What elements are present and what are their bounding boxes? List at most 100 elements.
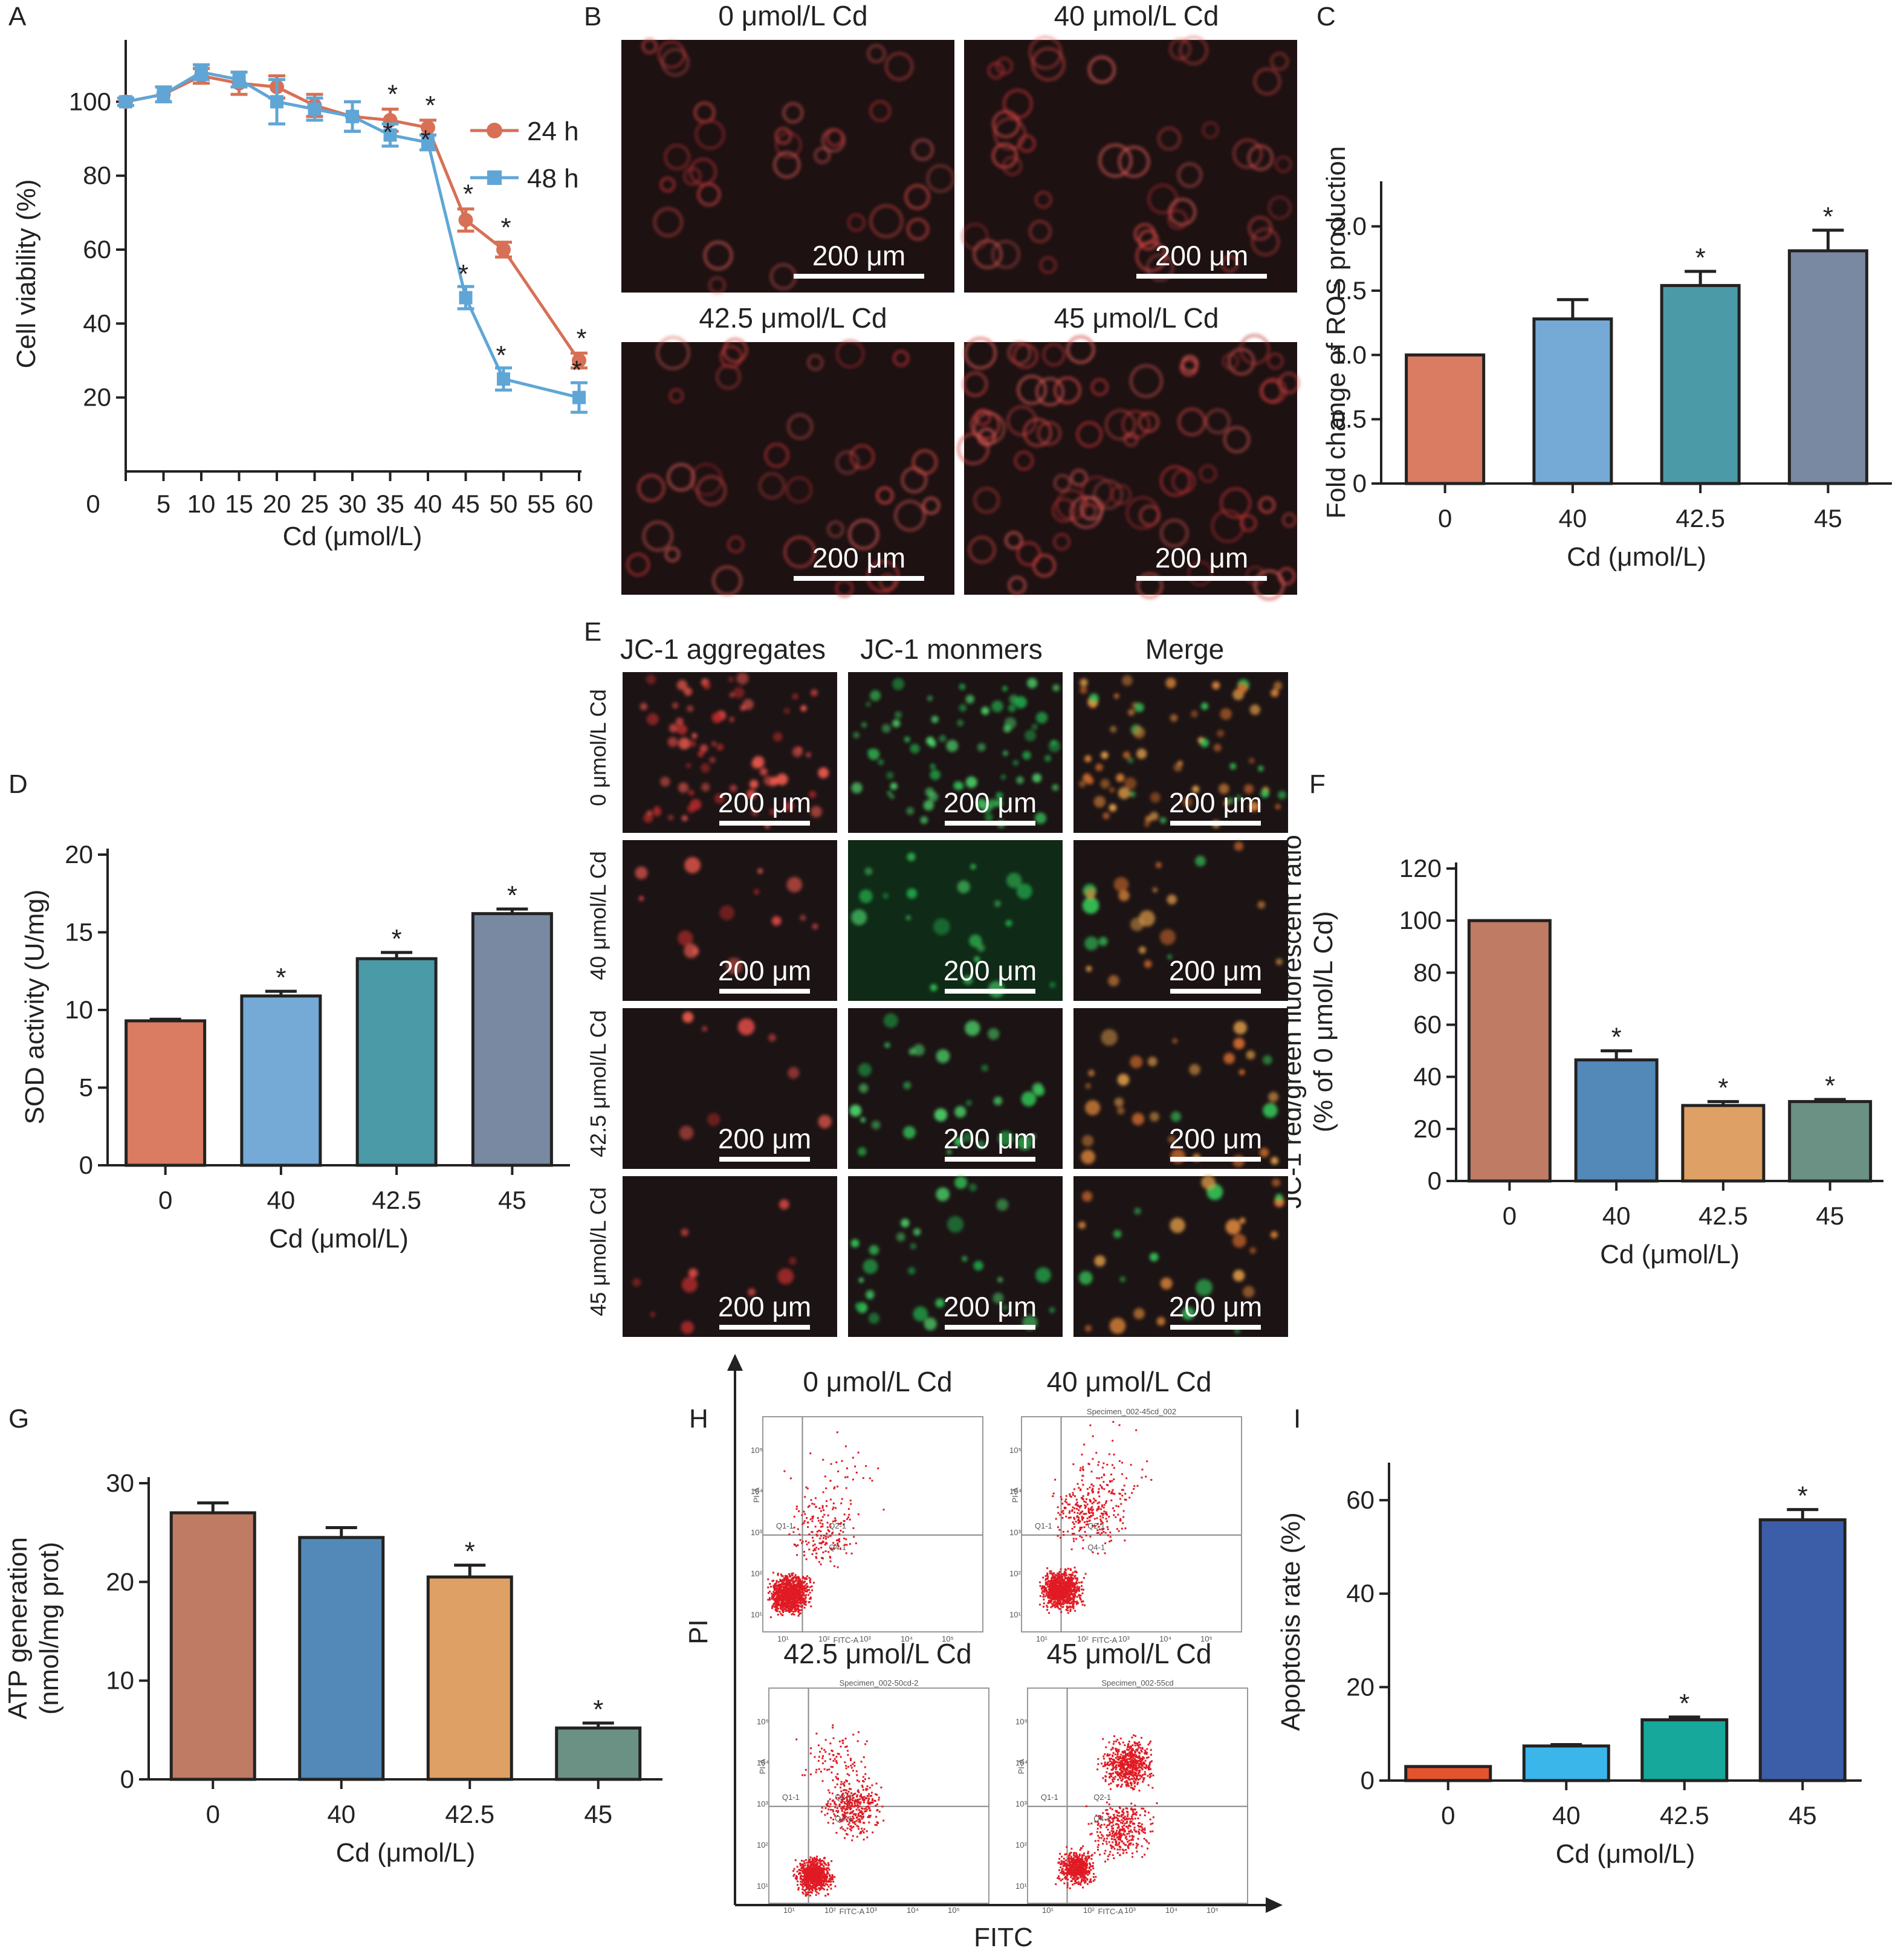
- event-dot: [1049, 1570, 1051, 1573]
- event-dot: [1053, 1572, 1055, 1574]
- event-dot: [855, 1808, 858, 1811]
- event-dot: [808, 1594, 810, 1596]
- event-dot: [853, 1800, 856, 1802]
- event-dot: [784, 1595, 786, 1597]
- event-dot: [1118, 1424, 1121, 1426]
- event-dot: [830, 1876, 832, 1878]
- event-dot: [780, 1573, 782, 1576]
- event-dot: [840, 1522, 842, 1524]
- cell: [1042, 343, 1066, 366]
- cell: [1144, 960, 1152, 968]
- event-dot: [1064, 1591, 1066, 1594]
- specimen-label: Specimen_002-50cd-2: [840, 1678, 919, 1687]
- event-dot: [1069, 1608, 1072, 1611]
- event-dot: [811, 1531, 813, 1533]
- event-dot: [1096, 1517, 1098, 1519]
- event-dot: [767, 1578, 769, 1581]
- cell: [974, 409, 991, 426]
- event-dot: [848, 1822, 850, 1824]
- event-dot: [844, 1802, 846, 1805]
- cell: [973, 487, 1000, 514]
- cell: [1035, 377, 1064, 406]
- event-dot: [809, 1856, 812, 1859]
- event-dot: [784, 1597, 786, 1600]
- event-dot: [867, 1807, 870, 1810]
- event-dot: [1113, 1493, 1116, 1495]
- x-tick-label: 0: [86, 490, 100, 518]
- cell: [1098, 143, 1133, 178]
- event-dot: [811, 1864, 814, 1866]
- event-dot: [815, 1506, 817, 1508]
- cell: [1275, 155, 1292, 173]
- event-dot: [788, 1599, 791, 1602]
- cell: [679, 1125, 694, 1141]
- event-dot: [1096, 1502, 1099, 1504]
- event-dot: [1079, 1506, 1081, 1509]
- event-dot: [1098, 1501, 1101, 1504]
- event-dot: [814, 1886, 816, 1889]
- event-dot: [1058, 1591, 1060, 1594]
- event-dot: [861, 1830, 864, 1832]
- event-dot: [823, 1888, 826, 1891]
- event-dot: [817, 1862, 819, 1864]
- event-dot: [860, 1793, 863, 1796]
- event-dot: [846, 1789, 848, 1791]
- event-dot: [1073, 1495, 1076, 1497]
- cell: [809, 791, 817, 798]
- panel-b-title-1: 40 μmol/L Cd: [1054, 0, 1219, 31]
- event-dot: [806, 1881, 808, 1883]
- cell: [1078, 1221, 1086, 1229]
- event-dot: [1113, 1478, 1115, 1481]
- event-dot: [814, 1879, 816, 1881]
- event-dot: [1072, 1605, 1075, 1608]
- event-dot: [1069, 1577, 1072, 1580]
- cell: [910, 743, 920, 754]
- event-dot: [843, 1785, 846, 1787]
- event-dot: [820, 1880, 822, 1882]
- cell: [1223, 426, 1250, 453]
- cell: [1244, 784, 1254, 794]
- event-dot: [862, 1776, 864, 1778]
- event-dot: [1097, 1464, 1099, 1466]
- event-dot: [801, 1591, 803, 1594]
- event-dot: [1079, 1528, 1081, 1530]
- event-dot: [800, 1599, 802, 1602]
- cell: [997, 1130, 1014, 1147]
- event-dot: [803, 1585, 806, 1588]
- event-dot: [1062, 1510, 1064, 1512]
- event-dot: [791, 1602, 794, 1604]
- cell: [1109, 787, 1115, 793]
- event-dot: [859, 1819, 861, 1822]
- panel-e-row-1: 40 μmol/L Cd: [586, 851, 610, 980]
- event-dot: [860, 1801, 862, 1804]
- event-dot: [782, 1606, 785, 1609]
- event-dot: [795, 1610, 797, 1612]
- event-dot: [775, 1597, 777, 1600]
- cell: [912, 449, 937, 475]
- event-dot: [1091, 1506, 1093, 1508]
- panel-label-h: H: [689, 1404, 708, 1434]
- event-dot: [1060, 1593, 1063, 1596]
- cell: [1157, 126, 1181, 150]
- event-dot: [832, 1542, 835, 1544]
- cell: [1152, 887, 1158, 893]
- event-dot: [1070, 1593, 1072, 1595]
- event-dot: [1070, 1590, 1073, 1592]
- event-dot: [803, 1883, 805, 1885]
- event-dot: [1096, 1477, 1098, 1480]
- x-tick-label: 42.5: [445, 1800, 494, 1828]
- cell: [1003, 751, 1008, 756]
- event-dot: [794, 1599, 797, 1601]
- event-dot: [821, 1880, 824, 1882]
- event-dot: [814, 1859, 817, 1861]
- event-dot: [837, 1778, 840, 1781]
- x-tick-label: 45: [498, 1186, 526, 1214]
- x-axis-title: Cd (μmol/L): [1600, 1240, 1740, 1269]
- event-dot: [1058, 1573, 1060, 1575]
- event-dot: [1076, 1501, 1078, 1504]
- event-dot: [841, 1808, 843, 1810]
- cell: [1240, 514, 1257, 532]
- event-dot: [1125, 1477, 1128, 1480]
- event-dot: [778, 1594, 780, 1596]
- event-dot: [792, 1600, 794, 1603]
